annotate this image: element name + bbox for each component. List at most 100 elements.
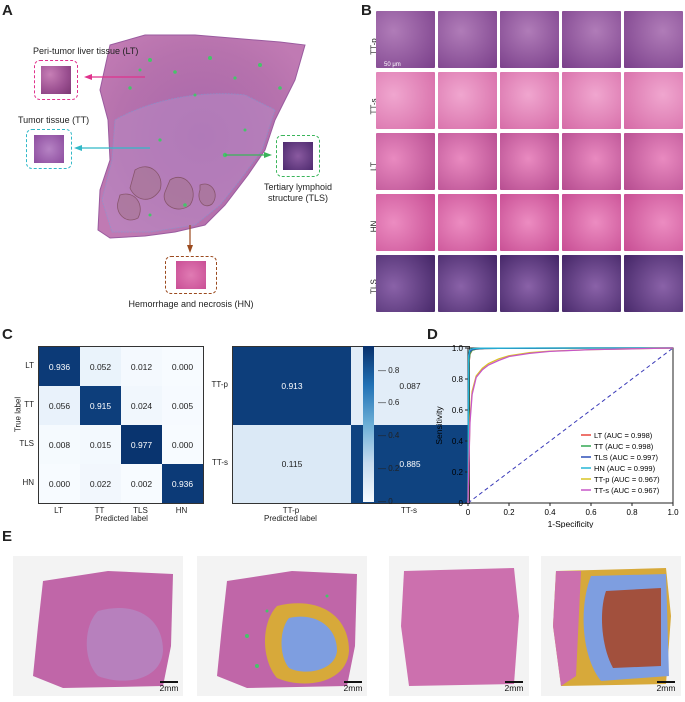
legend-label: TT (AUC = 0.998) (594, 442, 654, 451)
scale-2mm-3: 2mm (504, 681, 524, 693)
histology-tile (624, 194, 683, 251)
hn-thumb (176, 261, 206, 289)
cm-left-cell: 0.024 (121, 386, 162, 425)
cm-left-cell: 0.000 (162, 347, 203, 386)
histology-tile (562, 255, 621, 312)
tt-label: Tumor tissue (TT) (18, 115, 90, 125)
x-axis-label: 1-Specificity (548, 519, 595, 528)
histology-tile (500, 11, 559, 68)
colorbar-tick: — 0.8 (378, 365, 400, 375)
histology-tile (562, 11, 621, 68)
colorbar-tick: — 0.2 (378, 464, 400, 474)
histology-tile (376, 255, 435, 312)
histology-tile (438, 194, 497, 251)
y-tick-label: 0.4 (452, 437, 464, 446)
cm-left-col-label: LT (54, 506, 63, 515)
x-tick-label: 1.0 (667, 508, 679, 517)
histology-tile (500, 133, 559, 190)
legend-label: TT-p (AUC = 0.967) (594, 475, 660, 484)
colorbar-tick: — 0 (378, 497, 393, 506)
y-tick-label: 0.6 (452, 406, 464, 415)
cm-left-row-label: TLS (19, 438, 34, 448)
histology-tile (438, 11, 497, 68)
histology-tile (624, 133, 683, 190)
liver-wsi-annotated (74, 34, 306, 253)
histology-tile (376, 194, 435, 251)
cm-left-cell: 0.015 (80, 425, 121, 464)
histology-tile (624, 11, 683, 68)
cm-right-col-label: TT-p (282, 506, 300, 515)
cm-left-frame (38, 346, 204, 504)
scale-50um: 50 μm (384, 62, 401, 68)
histology-tile (438, 72, 497, 129)
cm-left-xlabel: Predicted label (95, 514, 148, 523)
histology-tile (562, 194, 621, 251)
legend-label: HN (AUC = 0.999) (594, 464, 656, 473)
cm-left-cell: 0.977 (121, 425, 162, 464)
scale-2mm-4: 2mm (656, 681, 676, 693)
cm-left-col-label: TT (94, 506, 105, 515)
tls-label-1: Tertiary lymphoid (263, 182, 333, 192)
colorbar-tick: — 0.4 (378, 431, 400, 441)
cm-left-col-label: TLS (133, 506, 148, 515)
y-tick-label: 1.0 (452, 344, 464, 353)
cm-left-cell: 0.005 (162, 386, 203, 425)
wsi-1-segmented (197, 556, 367, 696)
cm-left-cell: 0.936 (39, 347, 80, 386)
cm-left-cell: 0.022 (80, 464, 121, 503)
tt-thumb-frame (26, 129, 72, 169)
tls-thumb-frame (276, 135, 320, 177)
cm-left-cell: 0.052 (80, 347, 121, 386)
histology-tile (624, 255, 683, 312)
histology-tile (500, 72, 559, 129)
colorbar-tick: — 0.6 (378, 398, 400, 408)
cm-ylabel: True label (13, 396, 23, 433)
histology-tile (562, 133, 621, 190)
cm-right-col-label: TT-s (401, 506, 417, 515)
cm-right-xlabel: Predicted label (264, 514, 317, 523)
cm-left-row-label: LT (25, 360, 34, 370)
x-tick-label: 0 (466, 508, 471, 517)
y-axis-label: Sensitivity (434, 406, 444, 445)
panel-label-a: A (2, 2, 13, 19)
cm-left-cell: 0.000 (39, 464, 80, 503)
cm-left-cell: 0.008 (39, 425, 80, 464)
tls-label-2: structure (TLS) (267, 193, 328, 203)
histology-tile (562, 72, 621, 129)
x-tick-label: 0.2 (503, 508, 515, 517)
histology-tile (376, 11, 435, 68)
wsi-2-segmented (541, 556, 681, 696)
tt-thumb (34, 135, 64, 163)
histology-tile (438, 133, 497, 190)
panel-label-e: E (2, 528, 13, 545)
histology-tile (624, 72, 683, 129)
cm-right-cell: 0.115 (233, 425, 351, 503)
scale-2mm-1: 2mm (159, 681, 179, 693)
cm-left-cell: 0.000 (162, 425, 203, 464)
tls-thumb (283, 142, 313, 170)
cm-left-col-label: HN (175, 506, 188, 515)
colorbar (363, 346, 374, 502)
cm-right-row-label: TT-s (212, 458, 228, 467)
panel-label-b: B (361, 2, 372, 19)
histology-tile (500, 255, 559, 312)
hn-thumb-frame (165, 256, 217, 294)
cm-left-cell: 0.012 (121, 347, 162, 386)
lt-label: Peri-tumor liver tissue (LT) (33, 46, 139, 56)
roc-curve (467, 347, 674, 504)
y-tick-label: 0 (459, 499, 464, 508)
y-tick-label: 0.2 (452, 468, 464, 477)
cm-left-row-label: TT (24, 399, 34, 409)
cm-right-row-label: TT-p (211, 380, 228, 389)
y-tick-label: 0.8 (452, 375, 464, 384)
histology-tile (376, 72, 435, 129)
hn-label: Hemorrhage and necrosis (HN) (128, 299, 254, 309)
panel-label-c: C (2, 326, 13, 343)
legend-label: TLS (AUC = 0.997) (594, 453, 658, 462)
histology-tile (376, 133, 435, 190)
chance-line (467, 347, 674, 504)
histology-tile (500, 194, 559, 251)
wsi-1-original (13, 556, 183, 696)
cm-left-cell: 0.002 (121, 464, 162, 503)
cm-left-cell: 0.915 (80, 386, 121, 425)
